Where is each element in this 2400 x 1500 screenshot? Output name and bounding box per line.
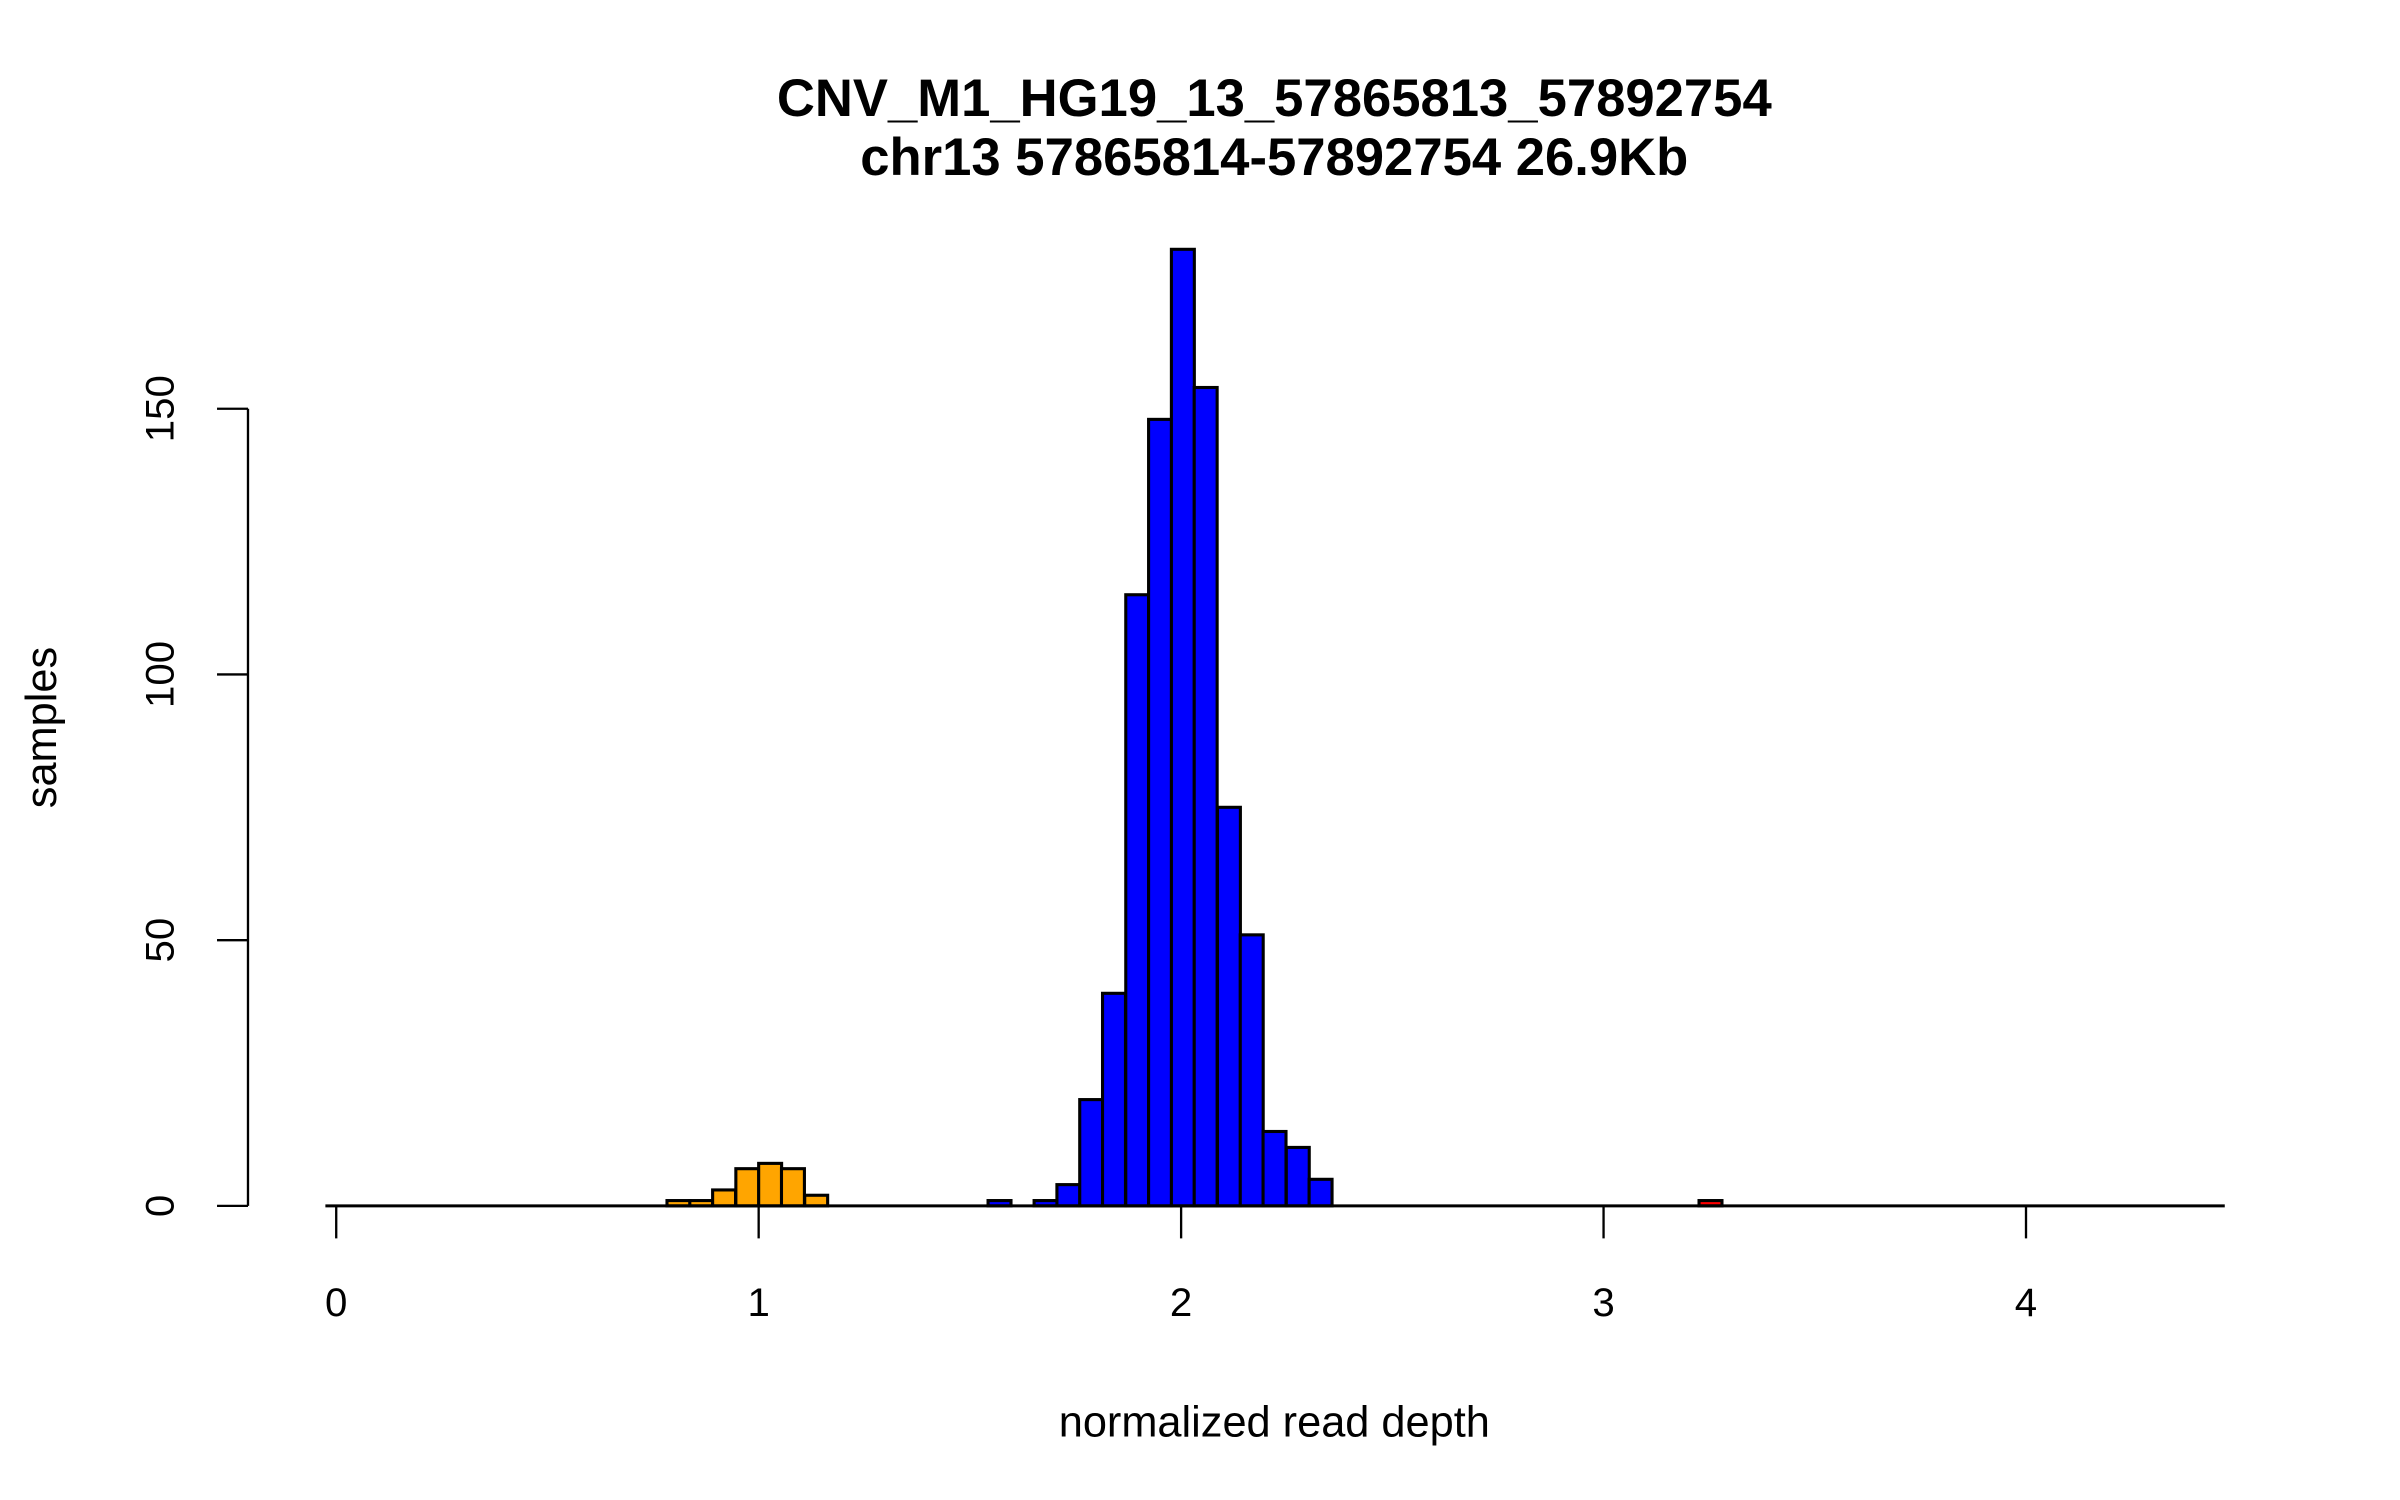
histogram-bar <box>1100 991 1128 1208</box>
histogram-bar <box>1307 1177 1334 1208</box>
histogram-bar <box>1147 417 1174 1208</box>
histogram-bar <box>1215 805 1242 1208</box>
bars <box>665 247 1724 1208</box>
histogram-bar <box>1192 385 1219 1208</box>
x-tick-label: 2 <box>1170 1280 1192 1325</box>
y-axis-label: samples <box>18 647 66 808</box>
x-tick-label: 3 <box>1592 1280 1614 1325</box>
y-tick-label: 100 <box>138 641 183 708</box>
y-axis: 0 50 100 150 <box>138 375 250 1217</box>
x-tick-label: 0 <box>325 1280 347 1325</box>
histogram-bar <box>1261 1129 1288 1208</box>
histogram-bar <box>734 1167 761 1208</box>
histogram-bar <box>779 1167 806 1208</box>
x-tick-label: 4 <box>2015 1280 2037 1325</box>
histogram-bar <box>803 1193 830 1208</box>
chart-subtitle: chr13 57865814-57892754 26.9Kb <box>860 128 1688 187</box>
x-axis: 0 1 2 3 4 <box>325 1204 2037 1325</box>
y-tick-label: 0 <box>138 1195 183 1217</box>
x-tick-label: 1 <box>747 1280 769 1325</box>
chart-title: CNV_M1_HG19_13_57865813_57892754 <box>777 69 1772 128</box>
histogram-bar <box>1078 1098 1105 1208</box>
x-axis-label: normalized read depth <box>1059 1399 1490 1447</box>
histogram-bar <box>757 1161 784 1208</box>
histogram-bar <box>1238 933 1265 1208</box>
histogram-bar <box>711 1188 738 1208</box>
histogram-bar <box>1284 1145 1311 1208</box>
histogram-bar <box>1124 593 1151 1208</box>
histogram-bar <box>1169 247 1196 1208</box>
histogram-bar <box>1055 1183 1082 1208</box>
y-tick-label: 150 <box>138 375 183 442</box>
y-tick-label: 50 <box>138 918 183 963</box>
